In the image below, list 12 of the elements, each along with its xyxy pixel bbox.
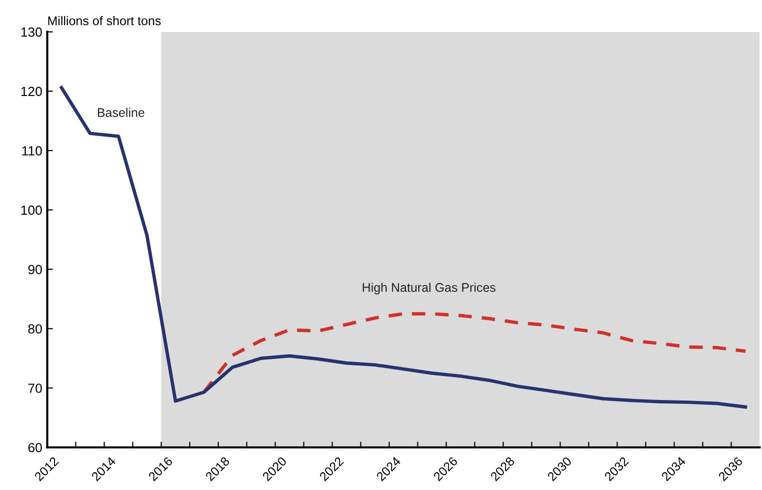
y-tick-label: 130 (21, 27, 42, 37)
y-tick-label: 110 (22, 146, 42, 156)
y-tick-label: 60 (28, 442, 42, 452)
y-tick-label: 120 (21, 86, 42, 96)
series-label: Baseline (98, 108, 144, 117)
series-label: High Natural Gas Prices (362, 282, 496, 294)
y-tick-label: 70 (28, 384, 42, 393)
y-axis-title: Millions of short tons (48, 16, 161, 26)
y-tick-label: 80 (28, 324, 42, 334)
y-tick-label: 100 (21, 206, 42, 215)
line-series (60, 86, 748, 409)
y-tick-label: 90 (28, 264, 42, 274)
